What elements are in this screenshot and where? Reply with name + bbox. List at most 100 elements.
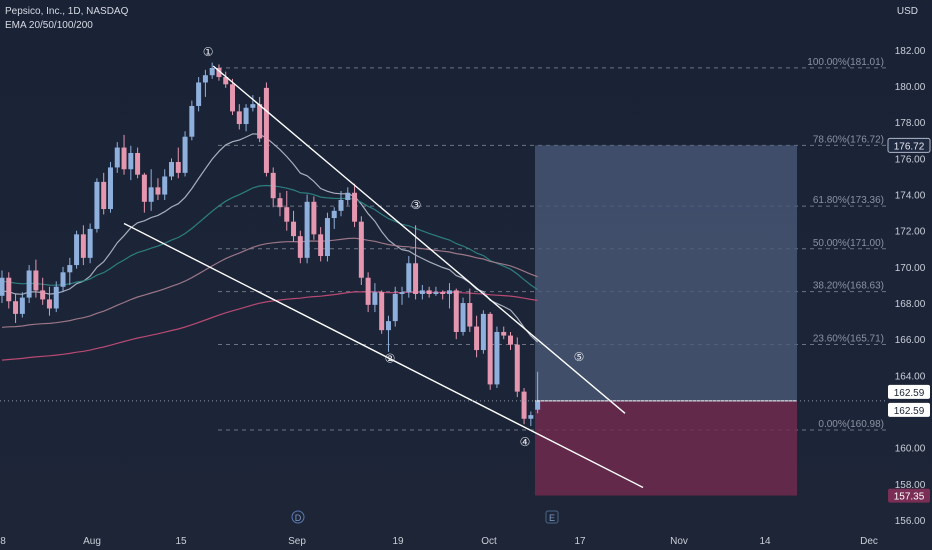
candle-body: [87, 228, 93, 258]
price-tag-1: [888, 384, 930, 399]
candle-body: [385, 321, 391, 331]
candle-body: [263, 87, 269, 173]
candle-body: [169, 162, 174, 177]
candle-body: [521, 391, 527, 419]
y-tick-label: 160.00: [895, 444, 926, 455]
candle-body: [501, 331, 507, 336]
fib-label-3: 50.00%(171.00): [813, 238, 884, 249]
candle-body: [324, 218, 330, 257]
ema-100-line: [1, 237, 538, 328]
target-zone: [535, 145, 797, 401]
ema-50-line: [1, 184, 538, 291]
y-tick-label: 180.00: [895, 82, 926, 93]
candle-body: [67, 265, 73, 273]
candle-body: [508, 335, 513, 345]
candle-body: [74, 234, 80, 266]
candle-body: [494, 331, 500, 385]
candle-body: [94, 181, 100, 229]
x-tick-label: 8: [0, 536, 6, 547]
candle-body: [148, 187, 154, 202]
candle-body: [46, 299, 52, 309]
candle-body: [365, 277, 371, 305]
candle-body: [284, 207, 290, 222]
candle-body: [474, 326, 480, 351]
wave-label-1: ①: [203, 45, 214, 59]
candle-body: [107, 167, 113, 210]
candle-body: [311, 201, 317, 235]
currency-label: USD: [896, 6, 918, 17]
wave-label-2: ②: [385, 352, 396, 366]
candle-body: [196, 82, 202, 106]
candle-body: [528, 415, 534, 419]
candle-body: [392, 294, 398, 322]
candle-body: [419, 290, 425, 294]
candle-body: [13, 301, 19, 314]
candle-body: [460, 303, 466, 332]
candle-body: [399, 292, 405, 294]
y-tick-label: 172.00: [895, 227, 926, 238]
candle-body: [535, 400, 541, 410]
candle-body: [304, 201, 310, 258]
candle-body: [446, 290, 452, 294]
y-tick-label: 164.00: [895, 371, 926, 382]
x-tick-label: Oct: [481, 536, 497, 547]
wedge-upper-line: [212, 65, 626, 414]
price-tag-2: [888, 402, 930, 417]
x-tick-label: Sep: [288, 536, 306, 547]
fib-label-0: 100.00%(181.01): [807, 57, 884, 68]
candle-body: [60, 272, 66, 287]
candle-body: [318, 234, 324, 257]
symbol-title: Pepsico, Inc., 1D, NASDAQ: [5, 6, 129, 17]
candle-body: [33, 270, 39, 291]
y-tick-label: 168.00: [895, 299, 926, 310]
candle-body: [40, 290, 46, 300]
event-marker-earnings-icon: [545, 510, 559, 524]
price-tag-0: [887, 137, 931, 153]
x-tick-label: 19: [392, 536, 404, 547]
y-tick-label: 182.00: [895, 46, 926, 57]
price-tag-label-1: 162.59: [894, 388, 925, 399]
x-tick-label: 15: [175, 536, 187, 547]
candle-body: [440, 292, 446, 294]
candle-body: [209, 68, 215, 76]
candle-body: [141, 174, 147, 202]
candle-body: [291, 221, 297, 237]
y-tick-label: 156.00: [895, 516, 926, 527]
candle-body: [135, 152, 141, 175]
candle-body: [202, 75, 208, 83]
price-tag-label-2: 162.59: [894, 406, 925, 417]
stop-zone: [535, 400, 797, 496]
y-tick-label: 178.00: [895, 118, 926, 129]
indicator-legend: EMA 20/50/100/200: [5, 20, 93, 31]
candle-body: [236, 111, 242, 125]
candle-body: [331, 210, 337, 219]
candle-body: [467, 303, 473, 327]
candle-body: [433, 292, 439, 294]
candle-body: [80, 234, 86, 258]
candle-body: [250, 104, 256, 108]
candle-body: [162, 176, 168, 195]
fib-label-1: 78.60%(176.72): [813, 134, 884, 145]
candle-body: [338, 199, 344, 211]
candle-body: [426, 290, 432, 294]
x-tick-label: Aug: [83, 536, 101, 547]
candle-body: [6, 277, 12, 302]
x-tick-label: Nov: [670, 536, 688, 547]
wave-label-3: ③: [411, 198, 422, 212]
candle-body: [182, 136, 188, 173]
candle-body: [514, 344, 520, 392]
price-tag-label-3: 157.35: [894, 492, 925, 503]
y-tick-label: 174.00: [895, 191, 926, 202]
candle-body: [0, 277, 5, 296]
x-tick-label: 14: [759, 536, 771, 547]
y-tick-label: 176.00: [895, 154, 926, 165]
candle-body: [114, 147, 120, 168]
candle-body: [223, 77, 229, 85]
candle-body: [128, 152, 134, 170]
candle-body: [53, 286, 59, 309]
y-tick-label: 170.00: [895, 263, 926, 274]
fib-label-4: 38.20%(168.63): [813, 281, 884, 292]
candle-body: [121, 147, 127, 170]
